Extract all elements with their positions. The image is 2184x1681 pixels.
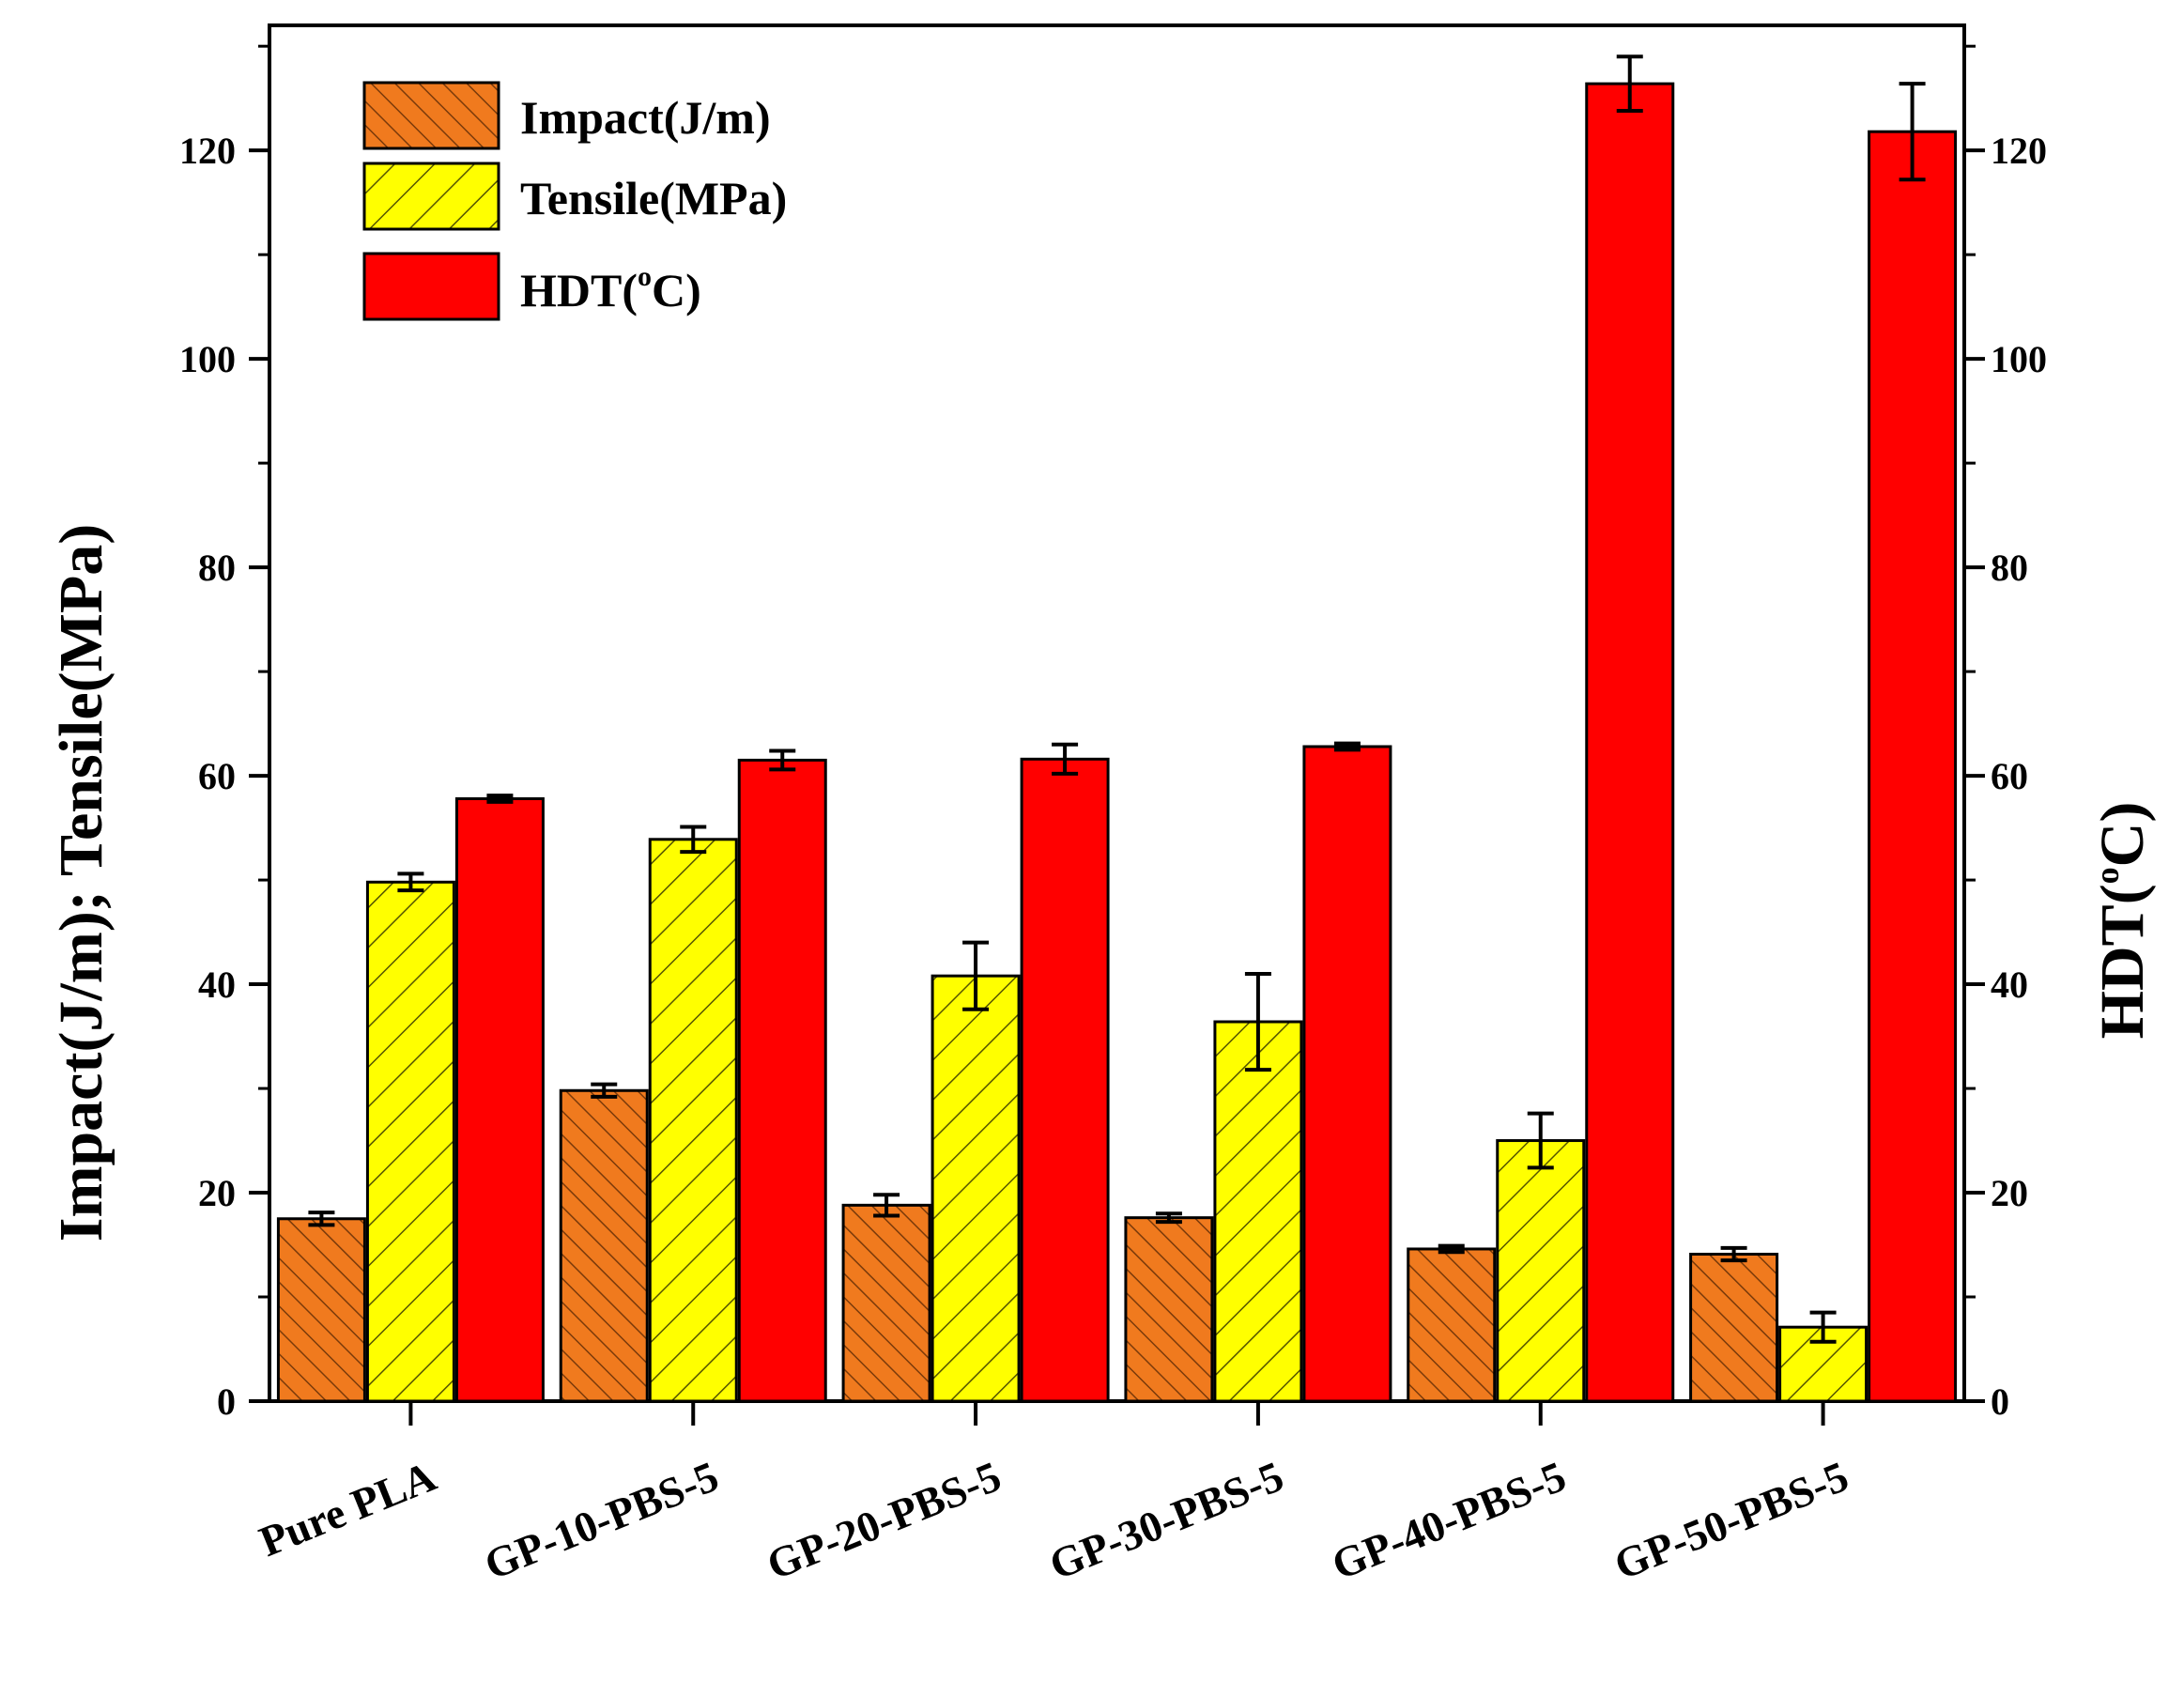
- y-tick-label-left: 20: [198, 1172, 236, 1214]
- errorbar-impact-4: [1155, 1211, 1182, 1225]
- y-tick-label-right: 100: [1991, 338, 2047, 380]
- errorbar-impact-2: [591, 1082, 618, 1099]
- errorbar-impact-1: [308, 1211, 335, 1227]
- legend-swatch-tensile: [362, 162, 500, 231]
- y-tick-label-right: 120: [1991, 130, 2047, 172]
- errorbar-tensile-4: [1244, 971, 1271, 1072]
- x-category-label: GP-30-PBS-5: [1043, 1452, 1290, 1589]
- x-category-label: GP-40-PBS-5: [1325, 1452, 1572, 1589]
- errorbar-impact-3: [873, 1193, 900, 1218]
- y-tick-label-left: 40: [198, 964, 236, 1006]
- y-axis-title-right-main: HDT(: [2088, 884, 2157, 1039]
- errorbar-tensile-5: [1527, 1111, 1554, 1170]
- x-category-label: GP-10-PBS-5: [478, 1452, 725, 1589]
- y-tick-label-left: 100: [179, 338, 236, 380]
- y-tick-label-right: 20: [1991, 1172, 2028, 1214]
- bar-impact-1: [276, 1217, 366, 1403]
- legend-label-hdt-sup: o: [638, 261, 652, 292]
- y-tick-label-right: 80: [1991, 547, 2028, 589]
- category-labels-group: Pure PLA GP-10-PBS-5 GP-20-PBS-5 GP-30-PBS-…: [253, 1452, 1854, 1589]
- bar-tensile-2: [648, 838, 738, 1403]
- bar-hdt-5: [1585, 82, 1675, 1403]
- legend: Impact(J/m) Tensile(MPa) HDT(oC): [362, 81, 787, 321]
- errorbar-tensile-3: [962, 940, 990, 1011]
- errorbar-hdt-1: [486, 794, 514, 804]
- y-tick-label-left: 0: [217, 1380, 236, 1423]
- errorbar-impact-6: [1720, 1245, 1747, 1263]
- errorbar-tensile-2: [680, 825, 707, 855]
- errorbar-hdt-5: [1616, 54, 1643, 114]
- legend-swatch-hdt: [362, 252, 500, 321]
- legend-swatch-impact: [362, 81, 500, 150]
- y-tick-label-left: 80: [198, 547, 236, 589]
- bar-impact-5: [1407, 1247, 1497, 1403]
- bar-hdt-3: [1020, 757, 1110, 1403]
- bar-hdt-6: [1868, 130, 1958, 1403]
- y-tick-label-left: 60: [198, 755, 236, 797]
- y-axis-title-right-sup: o: [2088, 867, 2126, 884]
- bar-impact-2: [559, 1088, 649, 1403]
- errorbar-hdt-6: [1899, 82, 1926, 182]
- legend-label-impact: Impact(J/m): [520, 91, 771, 144]
- errorbar-tensile-1: [397, 871, 424, 893]
- axis-ticks: [249, 44, 1985, 1426]
- errorbar-hdt-2: [769, 748, 796, 772]
- legend-label-hdt: HDT(oC): [520, 261, 701, 316]
- x-category-label: Pure PLA: [253, 1452, 442, 1565]
- bars-group: [276, 82, 1958, 1403]
- bar-hdt-1: [454, 797, 545, 1403]
- y-tick-label-left: 120: [179, 130, 236, 172]
- bar-impact-4: [1124, 1216, 1214, 1403]
- errorbar-tensile-6: [1809, 1310, 1837, 1344]
- y-tick-label-right: 0: [1991, 1380, 2009, 1423]
- x-category-label: GP-20-PBS-5: [761, 1452, 1007, 1589]
- y-axis-title-left: Impact(J/m); Tensile(MPa): [47, 524, 115, 1241]
- y-tick-label-right: 40: [1991, 964, 2028, 1006]
- bar-impact-6: [1689, 1253, 1779, 1403]
- y-axis-title-right-end: C): [2088, 802, 2157, 868]
- errorbar-impact-5: [1438, 1243, 1465, 1255]
- errorbars-group: [308, 54, 1926, 1344]
- bar-impact-3: [841, 1203, 931, 1403]
- errorbar-hdt-3: [1052, 742, 1079, 776]
- x-category-label: GP-50-PBS-5: [1607, 1452, 1854, 1589]
- bar-hdt-2: [737, 758, 827, 1403]
- bar-tensile-4: [1213, 1020, 1303, 1403]
- bar-hdt-4: [1302, 745, 1392, 1403]
- y-axis-title-right: HDT(oC): [2088, 802, 2157, 1040]
- bar-tensile-3: [931, 974, 1021, 1403]
- plot-frame: [268, 23, 1966, 1403]
- tick-labels-group: 0 20 40 60 80 100 120 0 20 40 60 80 100 120: [179, 130, 2047, 1423]
- errorbar-hdt-4: [1333, 741, 1361, 752]
- legend-label-tensile: Tensile(MPa): [520, 172, 787, 224]
- bar-tensile-5: [1496, 1139, 1586, 1403]
- legend-label-hdt-end: C): [652, 264, 701, 316]
- bar-tensile-1: [365, 880, 455, 1403]
- y-tick-label-right: 60: [1991, 755, 2028, 797]
- legend-label-hdt-main: HDT(: [520, 264, 638, 316]
